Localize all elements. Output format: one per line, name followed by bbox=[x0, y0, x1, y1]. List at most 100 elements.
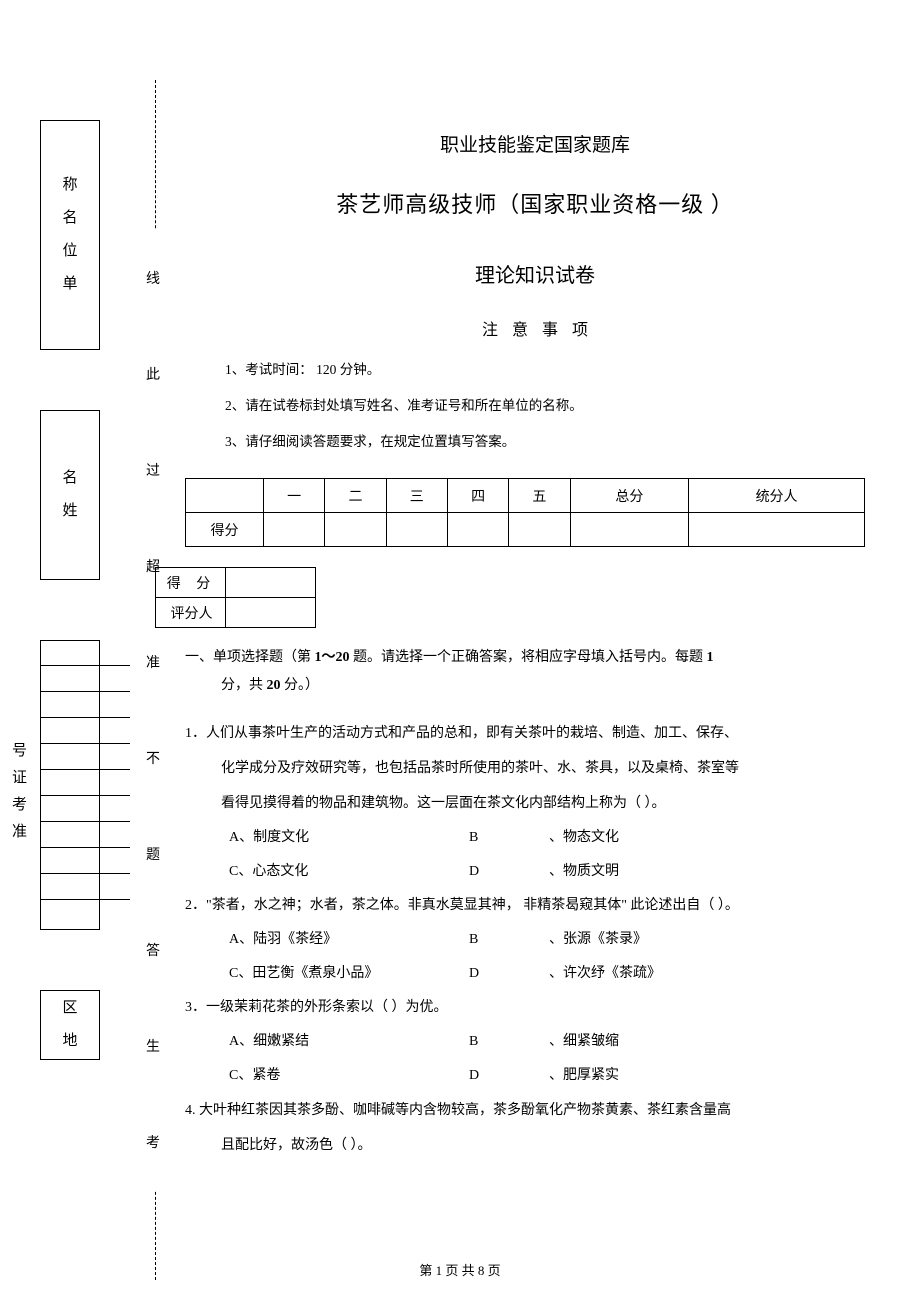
col-total: 总分 bbox=[570, 479, 689, 513]
seal-char: 考 bbox=[146, 1130, 160, 1154]
field-box-region: 区 地 bbox=[40, 990, 100, 1060]
opt-b-text: 、细紧皱缩 bbox=[549, 1025, 769, 1059]
seal-char: 答 bbox=[146, 938, 160, 962]
score-label: 得 分 bbox=[156, 568, 226, 598]
opt-b-text: 、物态文化 bbox=[549, 821, 769, 855]
col-blank bbox=[186, 479, 264, 513]
cell bbox=[264, 513, 325, 547]
opt-c: C、田艺衡《煮泉小品》 bbox=[229, 957, 469, 991]
score-summary-table: 一 二 三 四 五 总分 统分人 得分 bbox=[185, 478, 865, 547]
qnum: 4. bbox=[185, 1103, 196, 1118]
cell bbox=[570, 513, 689, 547]
opt-d-text: 、肥厚紧实 bbox=[549, 1059, 769, 1093]
stem: 人们从事茶叶生产的活动方式和产品的总和，即有关茶叶的栽培、制造、加工、保存、 bbox=[206, 726, 738, 741]
header-line2: 茶艺师高级技师（国家职业资格一级 ） bbox=[185, 187, 885, 219]
stem: 且配比好，故汤色（ ）。 bbox=[185, 1128, 885, 1163]
f: 第 bbox=[419, 1263, 435, 1278]
seal-char: 不 bbox=[146, 746, 160, 770]
char: 地 bbox=[62, 1025, 77, 1058]
char: 位 bbox=[62, 235, 77, 268]
main-content: 职业技能鉴定国家题库 茶艺师高级技师（国家职业资格一级 ） 理论知识试卷 注意事… bbox=[185, 130, 885, 1163]
opt-d-text: 、物质文明 bbox=[549, 855, 769, 889]
question-4: 4. 大叶种红茶因其茶多酚、咖啡碱等内含物较高，茶多酚氧化产物茶黄素、茶红素含量… bbox=[185, 1093, 885, 1163]
char: 单 bbox=[62, 268, 77, 301]
seal-char: 线 bbox=[146, 266, 160, 290]
section-1-title: 一、单项选择题（第 1～20 题。请选择一个正确答案，将相应字母填入括号内。每题… bbox=[185, 644, 885, 700]
f: 页 bbox=[484, 1263, 500, 1278]
seal-char: 生 bbox=[146, 1034, 160, 1058]
char: 证 bbox=[12, 766, 27, 787]
col-3: 三 bbox=[386, 479, 447, 513]
seal-line-text: 线 此 过 超 准 不 题 答 生 考 bbox=[146, 230, 160, 1190]
char: 名 bbox=[62, 462, 77, 495]
field-box-unit: 称 名 位 单 bbox=[40, 120, 100, 350]
opt-b-letter: B bbox=[469, 821, 549, 855]
opt-c: C、心态文化 bbox=[229, 855, 469, 889]
stem: 化学成分及疗效研究等，也包括品茶时所使用的茶叶、水、茶具，以及桌椅、茶室等 bbox=[185, 751, 885, 786]
note-1: 1、考试时间： 120 分钟。 bbox=[225, 358, 885, 378]
seal-char: 题 bbox=[146, 842, 160, 866]
qnum: 1． bbox=[185, 726, 206, 741]
opt-a: A、制度文化 bbox=[229, 821, 469, 855]
section-score-table: 得 分 评分人 bbox=[155, 567, 316, 628]
opt-d-letter: D bbox=[469, 855, 549, 889]
col-grader: 统分人 bbox=[689, 479, 865, 513]
score-value bbox=[226, 568, 316, 598]
grader-label: 评分人 bbox=[156, 598, 226, 628]
f: 页 共 bbox=[442, 1263, 478, 1278]
field-box-name: 名 姓 bbox=[40, 410, 100, 580]
range: 1～20 bbox=[315, 650, 350, 665]
grader-value bbox=[226, 598, 316, 628]
opt-a: A、细嫩紧结 bbox=[229, 1025, 469, 1059]
seal-char: 此 bbox=[146, 362, 160, 386]
opt-b-letter: B bbox=[469, 1025, 549, 1059]
qnum: 3． bbox=[185, 1000, 206, 1015]
note-3: 3、请仔细阅读答题要求，在规定位置填写答案。 bbox=[225, 430, 885, 450]
cell bbox=[509, 513, 570, 547]
options: A、细嫩紧结B、细紧皱缩 C、紧卷D、肥厚紧实 bbox=[229, 1025, 885, 1092]
cell bbox=[689, 513, 865, 547]
seal-char: 准 bbox=[146, 650, 160, 674]
col-5: 五 bbox=[509, 479, 570, 513]
qnum: 2． bbox=[185, 898, 206, 913]
char: 准 bbox=[12, 820, 27, 841]
stem: 大叶种红茶因其茶多酚、咖啡碱等内含物较高，茶多酚氧化产物茶黄素、茶红素含量高 bbox=[196, 1103, 732, 1118]
col-2: 二 bbox=[325, 479, 386, 513]
seal-char: 过 bbox=[146, 458, 160, 482]
t: 分，共 20 分。） bbox=[185, 672, 319, 700]
question-2: 2．"茶者，水之神；水者，茶之体。非真水莫显其神， 非精茶曷窥其体" 此论述出自… bbox=[185, 888, 885, 990]
stem: 一级茉莉花茶的外形条索以（ ）为优。 bbox=[206, 1000, 448, 1015]
header-line4: 注意事项 bbox=[185, 316, 885, 340]
cell bbox=[447, 513, 508, 547]
options: A、陆羽《茶经》B、张源《茶录》 C、田艺衡《煮泉小品》D、许次纾《茶疏》 bbox=[229, 923, 885, 990]
opt-d-text: 、许次纾《茶疏》 bbox=[549, 957, 769, 991]
page-footer: 第 1 页 共 8 页 bbox=[0, 1260, 920, 1279]
t: 题。请选择一个正确答案，将相应字母填入括号内。每题 bbox=[350, 650, 707, 665]
stem: "茶者，水之神；水者，茶之体。非真水莫显其神， 非精茶曷窥其体" 此论述出自（ … bbox=[206, 898, 739, 913]
opt-a: A、陆羽《茶经》 bbox=[229, 923, 469, 957]
header-line3: 理论知识试卷 bbox=[185, 259, 885, 288]
opt-c: C、紧卷 bbox=[229, 1059, 469, 1093]
char: 区 bbox=[62, 992, 77, 1025]
options: A、制度文化B、物态文化 C、心态文化D、物质文明 bbox=[229, 821, 885, 888]
header-line1: 职业技能鉴定国家题库 bbox=[185, 130, 885, 157]
char: 姓 bbox=[62, 495, 77, 528]
opt-d-letter: D bbox=[469, 957, 549, 991]
cell bbox=[325, 513, 386, 547]
field-box-ticket: 号 证 考 准 bbox=[40, 640, 130, 930]
char: 名 bbox=[62, 202, 77, 235]
char: 称 bbox=[62, 169, 77, 202]
col-4: 四 bbox=[447, 479, 508, 513]
opt-b-text: 、张源《茶录》 bbox=[549, 923, 769, 957]
row-label: 得分 bbox=[186, 513, 264, 547]
note-2: 2、请在试卷标封处填写姓名、准考证号和所在单位的名称。 bbox=[225, 394, 885, 414]
col-1: 一 bbox=[264, 479, 325, 513]
char: 考 bbox=[12, 793, 27, 814]
char: 号 bbox=[12, 739, 27, 760]
t: 一、单项选择题（第 bbox=[185, 650, 315, 665]
stem: 看得见摸得着的物品和建筑物。这一层面在茶文化内部结构上称为（ ）。 bbox=[185, 786, 885, 821]
opt-b-letter: B bbox=[469, 923, 549, 957]
sidebar-margin: 称 名 位 单 名 姓 号 证 考 准 区 地 bbox=[40, 120, 130, 1120]
question-1: 1．人们从事茶叶生产的活动方式和产品的总和，即有关茶叶的栽培、制造、加工、保存、… bbox=[185, 716, 885, 888]
ticket-digits-grid bbox=[40, 640, 100, 930]
